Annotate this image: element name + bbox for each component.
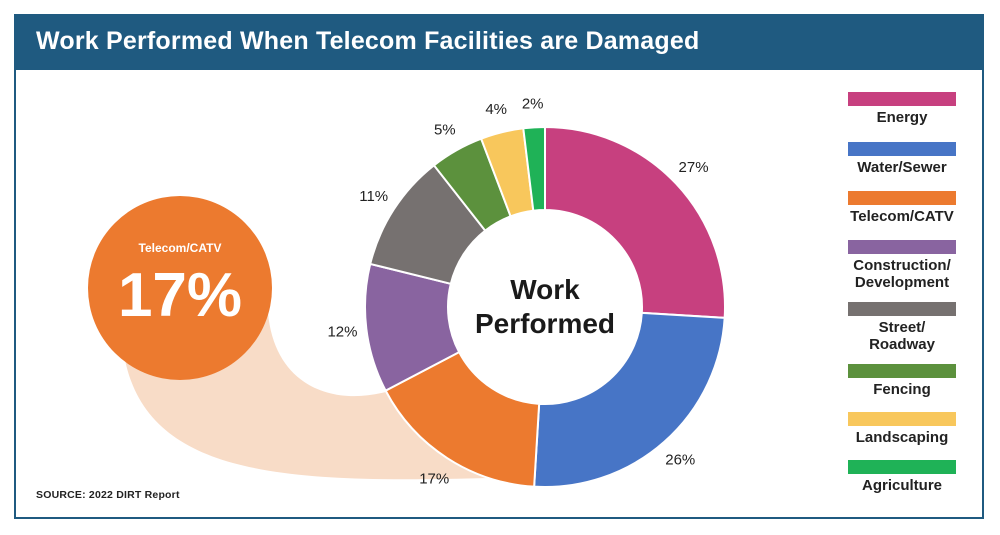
legend-item: Energy — [846, 92, 958, 126]
title-bar: Work Performed When Telecom Facilities a… — [16, 16, 982, 70]
legend-swatch — [848, 92, 956, 106]
legend-label: Fencing — [873, 381, 931, 398]
data-label: 17% — [419, 470, 449, 487]
data-label: 12% — [327, 324, 357, 341]
data-label: 27% — [679, 159, 709, 176]
source-note: SOURCE: 2022 DIRT Report — [36, 489, 180, 501]
callout-value: 17% — [118, 261, 242, 330]
legend-item: Street/ Roadway — [846, 302, 958, 353]
center-label: Work — [510, 274, 580, 305]
legend-label: Street/ Roadway — [869, 319, 935, 353]
legend-swatch — [848, 191, 956, 205]
legend-item: Construction/ Development — [846, 240, 958, 291]
data-label: 4% — [485, 101, 507, 118]
data-label: 26% — [665, 452, 695, 469]
donut-slice-agriculture — [522, 125, 546, 212]
legend-label: Construction/ Development — [853, 257, 951, 291]
legend-label: Energy — [876, 109, 928, 126]
legend-swatch — [848, 240, 956, 254]
legend-swatch — [848, 460, 956, 474]
chart-title: Work Performed When Telecom Facilities a… — [36, 27, 700, 55]
legend-item: Landscaping — [846, 412, 958, 446]
legend-item: Telecom/CATV — [846, 191, 958, 225]
legend-swatch — [848, 364, 956, 378]
data-label: 5% — [434, 121, 456, 138]
donut-slice-water-sewer — [533, 311, 726, 488]
legend-label: Agriculture — [861, 477, 942, 494]
legend-item: Fencing — [846, 364, 958, 398]
legend-label: Telecom/CATV — [850, 208, 954, 225]
legend-label: Landscaping — [855, 429, 949, 446]
donut-slice-energy — [544, 125, 726, 319]
callout-label: Telecom/CATV — [139, 241, 222, 255]
legend-label: Water/Sewer — [857, 159, 947, 176]
legend-swatch — [848, 412, 956, 426]
legend-swatch — [848, 142, 956, 156]
legend-item: Agriculture — [846, 460, 958, 494]
data-label: 2% — [522, 95, 544, 112]
callout-circle — [88, 196, 272, 380]
data-label: 11% — [359, 188, 388, 205]
center-label: Performed — [475, 308, 615, 339]
legend-swatch — [848, 302, 956, 316]
legend-item: Water/Sewer — [846, 142, 958, 176]
